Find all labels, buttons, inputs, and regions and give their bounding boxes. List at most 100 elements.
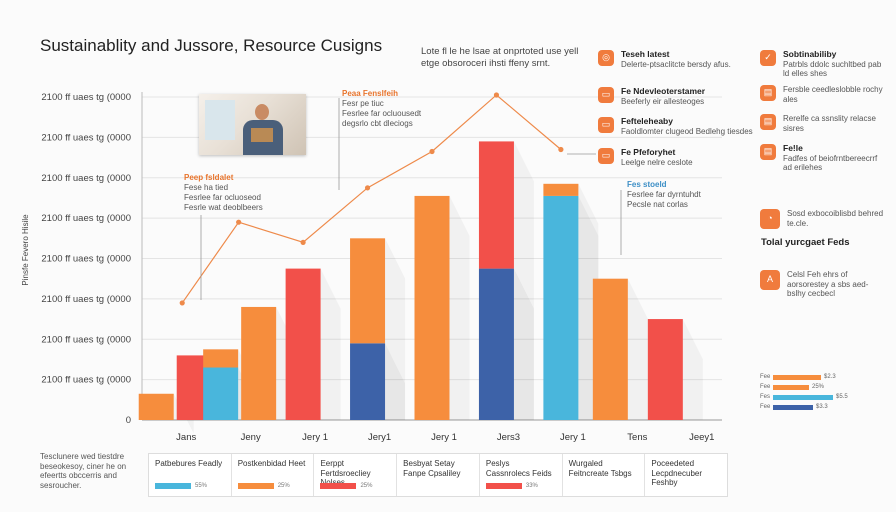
- sidebar-right-item: ✓ Sobtinabiliby Patrbls ddolc suchltbed p…: [760, 49, 883, 79]
- sidebar-mid-item: ▭ Fe Ndevleoterstamer Beeferly eir allest…: [598, 86, 705, 106]
- mini-bar-value: $3.3: [816, 404, 828, 410]
- annotation-3-line: Pecsle nat corlas: [627, 200, 688, 209]
- info-icon: ◎: [598, 50, 614, 66]
- mini-bar: [773, 384, 809, 390]
- bar: [241, 306, 277, 420]
- bar: [543, 183, 579, 196]
- annotation-2-line: Fese ha tied: [184, 183, 229, 192]
- annotation-3-line: Fesrlee far dyrntuhdt: [627, 190, 701, 199]
- mini-bar-value: 25%: [812, 384, 825, 390]
- legend-label: Eerppt Fertdsroecliey Nolses: [320, 459, 371, 487]
- x-tick-label: Tens: [627, 432, 647, 443]
- legend-item: Wurgaled Feitncreate Tsbgs: [563, 454, 646, 496]
- folder-icon: ▭: [598, 148, 614, 164]
- legend-label: Wurgaled Feitncreate Tsbgs: [568, 459, 632, 478]
- legend: Patbebures Feadly 55% Postkenbidad Heet 25%…: [148, 453, 728, 497]
- legend-item: Postkenbidad Heet 25%: [232, 454, 315, 496]
- legend-swatch: [237, 483, 274, 489]
- trend-point: [236, 219, 242, 225]
- mini-bar-key: Fee: [760, 404, 771, 410]
- annotation-3-title: Fes stoeld: [627, 180, 667, 189]
- sidebar-mid-item: ▭ Fefteleheaby Faoldlomter clugeod Bedleh…: [598, 116, 753, 136]
- sidebar-right-title: Fe!le: [783, 143, 803, 153]
- legend-label: Peslys Cassnrolecs Feids: [485, 459, 552, 478]
- bar: [203, 349, 239, 368]
- bar: [350, 343, 386, 420]
- y-tick-label: 2100 ff uaes tg (0000: [41, 294, 131, 305]
- x-tick-label: Jery 1: [302, 432, 328, 443]
- sidebar-right-item: A Celsl Feh ehrs of aorsorestey a sbs ae…: [760, 270, 887, 299]
- gauge-icon: ◔: [760, 209, 780, 229]
- sidebar-right-body: Sosd exbocoiblisbd behred te.cle.: [787, 209, 884, 228]
- mini-bar-row: Fes $5.5: [760, 392, 860, 402]
- bar-shadow: [385, 238, 406, 420]
- legend-percent: 25%: [360, 482, 373, 489]
- annotation-1-line: Fesrlee far ocluousedt: [342, 109, 422, 118]
- bar: [203, 367, 239, 420]
- folder-icon: ▭: [598, 117, 614, 133]
- footnote: Tesclunere wed tiestdre beseokesoy, cine…: [40, 452, 127, 490]
- legend-item: Poceedeted Lecpdnecuber Feshby: [645, 454, 727, 496]
- sidebar-right-title: Sobtinabiliby: [783, 49, 837, 59]
- y-tick-label: 2100 ff uaes tg (0000: [41, 173, 131, 184]
- sidebar-mid-title: Teseh latest: [621, 49, 670, 59]
- legend-percent: 55%: [195, 482, 208, 489]
- sidebar-mid-item: ◎ Teseh latest Delerte-ptsaclitcte bersdy…: [598, 49, 731, 69]
- annotation-1-line: Fesr pe tiuc: [342, 99, 384, 108]
- mini-bar-row: Fee 25%: [760, 382, 860, 392]
- folder-icon: ▭: [598, 87, 614, 103]
- y-tick-label: 2100 ff uaes tg (0000: [41, 375, 131, 386]
- bar: [647, 319, 683, 420]
- mini-bar-row: Fee $2.3: [760, 372, 860, 382]
- annotation-1-line: degsrlo cbt dleciogs: [342, 119, 413, 128]
- sidebar-mid-body: Beeferly eir allesteoges: [621, 96, 705, 106]
- bar-shadow: [513, 268, 534, 420]
- sidebar-right-body: Patrbls ddolc suchltbed pab ld elles she…: [783, 59, 882, 79]
- worker-photo: [199, 94, 306, 155]
- sidebar-right-item: ◔ Sosd exbocoiblisbd behred te.cle.: [760, 209, 887, 229]
- sidebar-right-body: Fadfes of beiofrntbereecrrf ad erilehes: [783, 153, 878, 173]
- sidebar-mid-title: Fefteleheaby: [621, 116, 673, 126]
- bar: [592, 278, 628, 420]
- annotation-2-title: Peep fsldalet: [184, 173, 234, 182]
- trend-point: [493, 92, 500, 98]
- mini-bar-key: Fes: [760, 394, 771, 400]
- chart-icon: ▤: [760, 114, 776, 130]
- y-axis: 0 2100 ff uaes tg (0000 2100 ff uaes tg (0…: [41, 92, 131, 426]
- legend-label: Poceedeted Lecpdnecuber Feshby: [651, 459, 703, 487]
- y-axis-label: Pinsfe Fevero Hisile: [21, 214, 30, 286]
- y-tick-label: 2100 ff uaes tg (0000: [41, 213, 131, 224]
- chart-icon: ▤: [760, 144, 776, 160]
- legend-label: Patbebures Feadly: [155, 459, 223, 468]
- bar-shadow: [513, 141, 534, 420]
- sidebar-right-body: Rerelfe ca ssnslity relacse sisres: [783, 114, 876, 133]
- x-tick-label: Jery 1: [560, 432, 586, 443]
- y-tick-label: 2100 ff uaes tg (0000: [41, 132, 131, 143]
- bar-shadow: [385, 343, 406, 420]
- bar: [285, 268, 321, 420]
- trend-point: [429, 148, 435, 155]
- legend-label: Besbyat Setay Fanpe Cpsaliley: [403, 459, 461, 478]
- legend-swatch: [155, 483, 191, 489]
- legend-item: Eerppt Fertdsroecliey Nolses25%: [314, 454, 398, 496]
- sidebar-right-item: ▤ Fe!le Fadfes of beiofrntbereecrrf ad er…: [760, 143, 883, 173]
- trend-line: [179, 92, 564, 306]
- sidebar-right-item: ▤ Rerelfe ca ssnslity relacse sisres: [760, 114, 883, 133]
- bar: [138, 393, 174, 420]
- y-tick-label: 2100 ff uaes tg (0000: [41, 334, 131, 345]
- bar-shadow: [449, 195, 470, 420]
- legend-swatch: [485, 483, 522, 489]
- x-tick-label: Jans: [176, 432, 196, 443]
- legend-percent: 25%: [277, 482, 290, 489]
- mini-bar: [773, 374, 821, 380]
- sidebar-right-body: Fersble ceedleslobble rochy ales: [783, 85, 883, 104]
- mini-bar-key: Fee: [760, 384, 771, 390]
- sidebar-right-item: ▤ Fersble ceedleslobble rochy ales: [760, 85, 883, 104]
- annotation-2: Peep fsldalet Fese ha tied Fesrlee far o…: [184, 173, 263, 213]
- stats-icon: A: [760, 270, 780, 290]
- bar-shadow: [320, 268, 341, 420]
- mini-bar-value: $5.5: [836, 394, 848, 400]
- annotation-2-line: Fesrlee far ocluoseod: [184, 193, 261, 202]
- annotation-1-title: Peaa Fenslfeih: [342, 89, 399, 98]
- annotation-leaders: [200, 98, 622, 300]
